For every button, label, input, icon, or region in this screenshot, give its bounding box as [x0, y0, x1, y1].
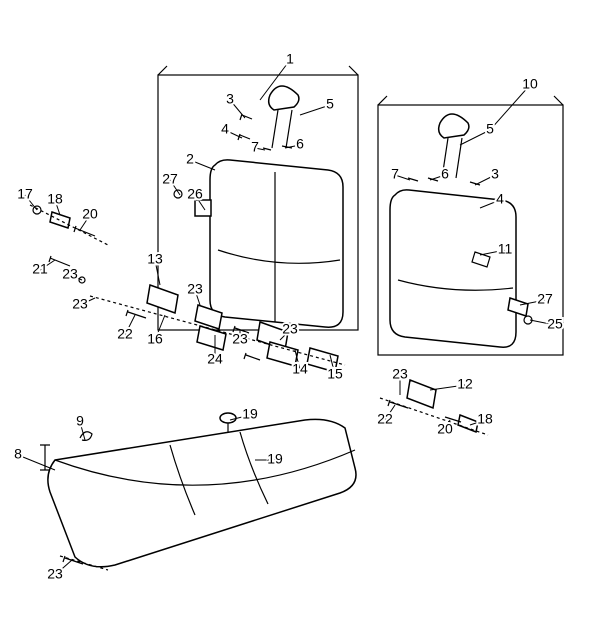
callout-c25: 25: [547, 316, 563, 332]
callout-c19b: 19: [267, 451, 283, 467]
callout-c16: 16: [147, 331, 163, 347]
callout-c4b: 4: [496, 191, 504, 207]
callout-c8: 8: [14, 446, 22, 462]
callout-c24: 24: [207, 351, 223, 367]
headrest-left: [269, 86, 299, 148]
callout-c3a: 3: [226, 91, 234, 107]
callout-c20a: 20: [82, 206, 98, 222]
callout-c18b: 18: [477, 411, 493, 427]
callout-c7a: 7: [251, 139, 259, 155]
leader-c10: [490, 85, 530, 130]
callout-c6b: 6: [441, 166, 449, 182]
leader-c8: [18, 455, 55, 470]
callout-c4a: 4: [221, 121, 229, 137]
callout-c22a: 22: [117, 326, 133, 342]
callout-c13: 13: [147, 251, 163, 267]
callout-c23e: 23: [282, 321, 298, 337]
seat-back-right: [390, 190, 516, 347]
callout-c7b: 7: [391, 166, 399, 182]
callout-c1: 1: [286, 51, 294, 67]
callout-c9: 9: [76, 413, 84, 429]
callout-c11: 11: [498, 241, 513, 257]
callout-c3b: 3: [491, 166, 499, 182]
exploded-diagram: 1110103344556677225577663344111127272626…: [0, 0, 603, 635]
callout-c23b: 23: [187, 281, 203, 297]
callout-c23c: 23: [72, 296, 88, 312]
callout-c20b: 20: [437, 421, 453, 437]
callout-c21: 21: [32, 261, 48, 277]
callout-c26: 26: [187, 186, 203, 202]
callout-c5b: 5: [486, 121, 494, 137]
callout-c23g: 23: [47, 566, 63, 582]
callout-c12: 12: [457, 376, 473, 392]
callout-c27b: 27: [537, 291, 553, 307]
small-fasteners-left: [238, 114, 292, 150]
callout-c23f: 23: [392, 366, 408, 382]
callout-c2: 2: [186, 151, 194, 167]
callout-c14: 14: [292, 361, 308, 377]
callout-c15: 15: [327, 366, 343, 382]
callout-c22b: 22: [377, 411, 393, 427]
callout-c23a: 23: [62, 266, 78, 282]
callout-c18a: 18: [47, 191, 63, 207]
seat-back-left: [210, 160, 343, 327]
callout-c5a: 5: [326, 96, 334, 112]
callout-c23d: 23: [232, 331, 248, 347]
callout-c10: 10: [522, 76, 538, 92]
callout-c17: 17: [17, 186, 33, 202]
callout-c19a: 19: [242, 406, 258, 422]
clip-19a: [220, 413, 236, 432]
callout-c27a: 27: [162, 171, 178, 187]
seat-cushion: [40, 419, 356, 566]
callout-c6a: 6: [296, 136, 304, 152]
